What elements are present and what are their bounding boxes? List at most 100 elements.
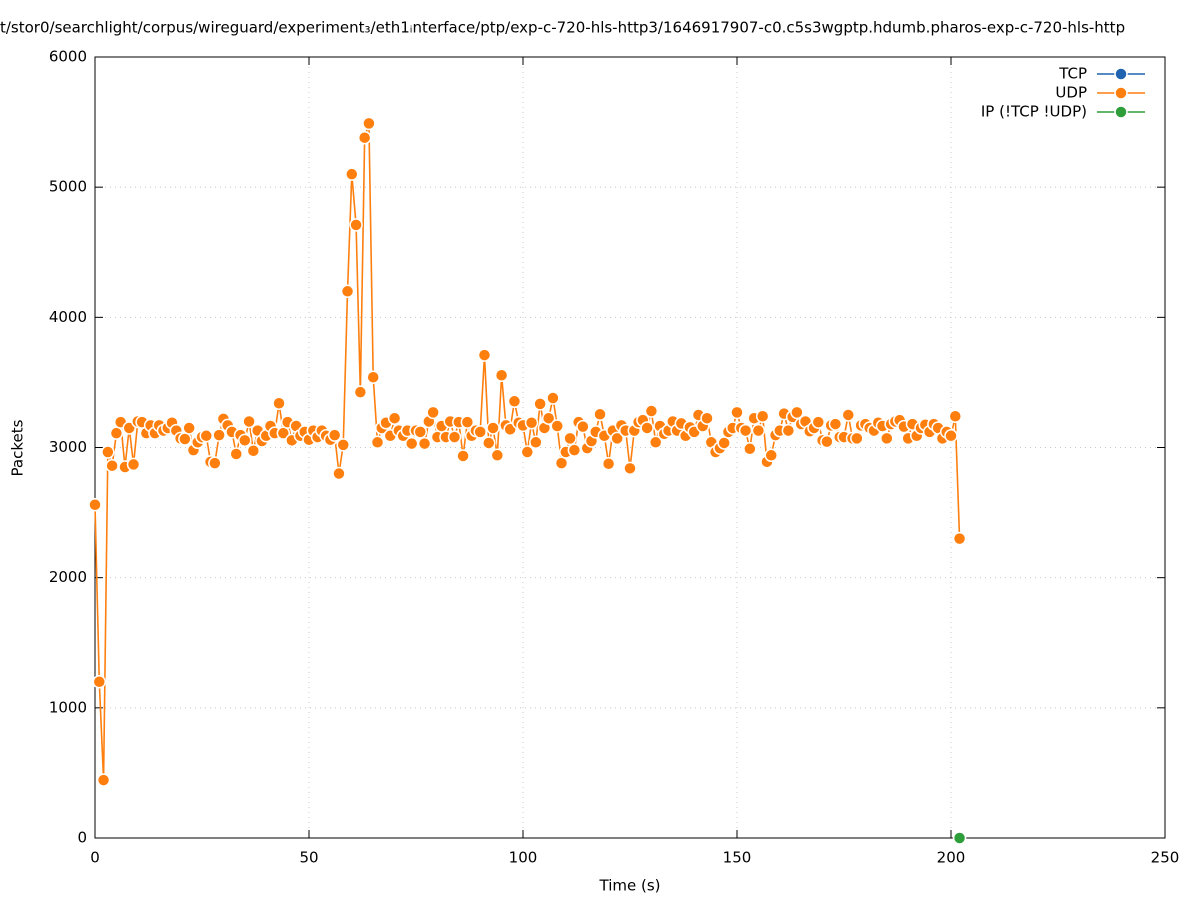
data-point [811,415,826,429]
data-point [841,408,856,422]
data-point [751,423,766,438]
data-point [242,414,256,429]
data-point [952,531,967,546]
data-point [828,417,843,431]
data-point [610,431,624,446]
data-point [212,428,226,442]
data-point [738,423,753,438]
data-point [345,167,359,181]
data-point [541,411,556,425]
data-point [199,429,214,443]
data-point [426,405,440,420]
x-tick-label: 150 [723,849,752,867]
data-point [820,434,834,449]
x-tick-label: 250 [1151,849,1180,867]
data-point [490,448,505,463]
x-axis-label: Time (s) [599,877,661,895]
data-point [764,448,778,463]
y-tick-label: 4000 [49,308,87,326]
data-point [952,831,967,845]
data-point [529,435,543,450]
data-point [533,397,547,411]
data-point [92,675,107,689]
data-point [182,421,196,435]
data-point [486,421,500,435]
y-tick-label: 1000 [49,698,87,716]
legend-marker [1114,86,1128,100]
data-point [880,431,894,446]
data-point [790,405,804,420]
data-point [482,436,496,450]
data-point [238,433,252,448]
data-point [730,405,744,420]
data-point [404,436,419,451]
data-point [507,394,522,409]
data-point [340,284,355,299]
y-tick-label: 3000 [49,438,87,456]
data-point [623,461,637,476]
data-point [554,456,569,470]
data-point [755,409,770,424]
data-point [370,435,385,450]
data-point [332,466,346,481]
x-tick-label: 200 [937,849,966,867]
data-point [640,421,654,435]
data-point [126,457,141,472]
x-tick-label: 100 [509,849,538,867]
data-point [447,430,462,444]
data-point [246,444,261,458]
data-point [700,411,714,425]
y-axis-label: Packets [9,419,27,476]
data-point [366,370,380,384]
data-point [644,404,659,418]
data-point [520,445,535,459]
data-point [948,409,963,424]
x-tick-label: 50 [299,849,318,867]
data-point [781,423,796,438]
data-point [546,391,560,405]
data-point [357,130,372,145]
data-point [567,443,582,457]
y-tick-label: 0 [77,829,87,847]
data-point [353,385,368,399]
plot-border [94,56,1166,839]
legend-marker [1114,67,1128,81]
legend-label: UDP [1055,84,1087,102]
chart-title: t/stor0/searchlight/corpus/wireguard/exp… [0,19,1125,37]
data-point [601,457,616,471]
data-point [272,396,286,410]
data-point [229,447,243,461]
data-point [178,432,192,446]
y-tick-label: 2000 [49,568,87,586]
legend-marker [1114,105,1128,119]
x-tick-label: 0 [90,849,100,867]
data-point [109,426,124,440]
data-point [524,416,539,430]
data-point [349,218,363,232]
data-point [105,458,119,473]
data-point [648,435,663,450]
data-point [208,456,222,470]
data-point [327,428,342,442]
data-point [336,438,350,452]
data-point [460,415,475,429]
data-point [563,431,577,446]
y-tick-label: 5000 [49,178,87,196]
legend-label: TCP [1058,65,1087,83]
data-point [88,498,102,512]
data-point [387,411,402,425]
data-point [473,425,487,439]
data-point [413,425,428,439]
data-point [362,116,376,131]
data-point [417,436,432,451]
data-point [850,431,864,446]
data-point [477,348,492,362]
data-point [456,449,470,463]
legend-label: IP (!TCP !UDP) [981,103,1087,121]
data-point [101,445,115,459]
data-point [944,429,958,443]
data-point [717,436,731,450]
y-tick-label: 6000 [49,48,87,66]
data-point [550,419,564,433]
